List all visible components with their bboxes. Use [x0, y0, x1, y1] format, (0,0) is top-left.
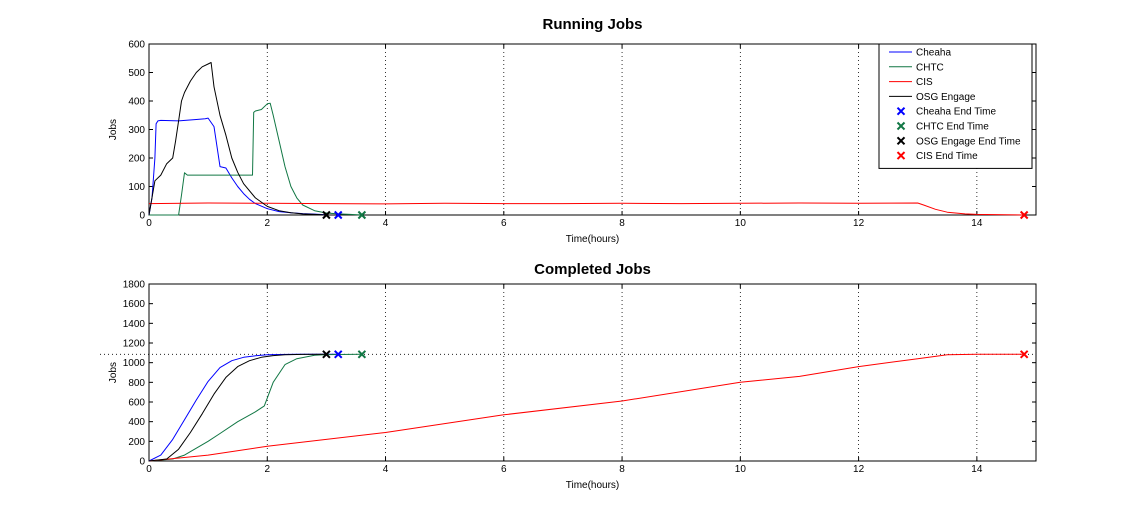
- series-line-cheaha: [148, 353, 339, 462]
- x-tick-label: 2: [264, 218, 270, 229]
- end-marker-stroke: [357, 210, 367, 220]
- x-axis-label: Time(hours): [566, 480, 620, 491]
- x-tick-label: 0: [146, 218, 152, 229]
- legend-item: Cheaha: [889, 48, 951, 59]
- legend-label: OSG Engage: [916, 92, 976, 103]
- end-marker-chtc-end-time: [357, 210, 367, 220]
- legend-label: Cheaha End Time: [916, 107, 996, 118]
- legend-swatch-x: [896, 136, 906, 146]
- x-tick-label: 14: [971, 218, 983, 229]
- x-tick-label: 10: [735, 464, 747, 475]
- y-tick-label: 200: [128, 154, 145, 165]
- x-tick-label: 0: [146, 464, 152, 475]
- y-tick-label: 1400: [123, 319, 146, 330]
- end-marker-stroke: [357, 350, 367, 359]
- end-marker-stroke: [1019, 210, 1029, 220]
- end-marker-stroke: [334, 210, 343, 220]
- legend-item: CIS: [889, 77, 933, 88]
- y-tick-label: 100: [128, 182, 145, 193]
- y-tick-label: 400: [128, 97, 145, 108]
- axes-box: [148, 283, 1037, 462]
- y-tick-label: 1600: [123, 299, 146, 310]
- legend: Cheaha CHTC CIS OSG Engage Cheaha End Time CH…: [878, 43, 1033, 169]
- x-tick-label: 12: [853, 464, 865, 475]
- series-line-chtc: [148, 353, 362, 462]
- legend-label: CIS: [916, 77, 933, 88]
- end-marker-cis-end-time: [1019, 210, 1029, 220]
- x-tick-label: 2: [264, 464, 270, 475]
- legend-item: CIS End Time: [896, 151, 978, 162]
- x-tick-label: 8: [619, 464, 625, 475]
- x-tick-label: 10: [735, 218, 747, 229]
- end-marker-cheaha-end-time: [334, 350, 343, 359]
- y-tick-label: 1000: [123, 358, 146, 369]
- legend-item: CHTC: [889, 62, 944, 73]
- x-tick-label: 8: [619, 218, 625, 229]
- x-tick-label: 6: [501, 464, 507, 475]
- x-tick-label: 14: [971, 464, 983, 475]
- legend-swatch-x: [896, 106, 906, 116]
- x-tick-label: 4: [383, 218, 389, 229]
- x-axis-label: Time(hours): [566, 234, 620, 245]
- y-tick-label: 500: [128, 68, 145, 79]
- y-tick-label: 0: [139, 211, 145, 222]
- legend-item: OSG Engage End Time: [896, 136, 1021, 147]
- y-tick-label: 600: [128, 40, 145, 51]
- legend-swatch-x: [896, 121, 906, 131]
- chart-title: Completed Jobs: [534, 261, 651, 278]
- x-tick-label: 12: [853, 218, 865, 229]
- end-marker-stroke: [322, 350, 331, 359]
- end-marker-cis-end-time: [1019, 350, 1029, 359]
- legend-swatch-x: [896, 151, 906, 160]
- y-axis-label: Jobs: [108, 362, 119, 383]
- y-tick-label: 600: [128, 398, 145, 409]
- y-tick-label: 300: [128, 125, 145, 136]
- y-tick-label: 200: [128, 437, 145, 448]
- series-line-osg-engage: [148, 62, 327, 216]
- y-tick-label: 800: [128, 378, 145, 389]
- end-marker-chtc-end-time: [357, 350, 367, 359]
- y-axis-label: Jobs: [108, 119, 119, 140]
- legend-label: Cheaha: [916, 48, 951, 59]
- legend-item: Cheaha End Time: [896, 106, 996, 118]
- legend-label: CHTC End Time: [916, 122, 989, 133]
- chart-title: Running Jobs: [543, 16, 643, 33]
- end-marker-osg-engage-end-time: [322, 350, 331, 359]
- end-marker-osg-engage-end-time: [322, 210, 331, 220]
- end-marker-stroke: [322, 210, 331, 220]
- legend-box: [878, 43, 1033, 169]
- legend-label: OSG Engage End Time: [916, 136, 1021, 147]
- end-marker-stroke: [1019, 350, 1029, 359]
- legend-item: OSG Engage: [889, 92, 976, 103]
- y-tick-label: 0: [139, 457, 145, 468]
- end-marker-cheaha-end-time: [334, 210, 343, 220]
- series-line-chtc: [149, 102, 362, 216]
- chart-panel-1: Completed Jobs 0 2 4 6 8 10 12 14 0 200 400 600 800 10…: [100, 261, 1037, 491]
- series-line-osg-engage: [148, 353, 327, 462]
- series-line-cis: [148, 202, 1025, 216]
- x-tick-label: 4: [383, 464, 389, 475]
- series-line-cis: [148, 353, 1025, 462]
- chart-panel-0: Running Jobs 0 2 4 6 8 10 12 14 0 100 200 300 400 500 6…: [108, 16, 1037, 245]
- series-line-cheaha: [148, 117, 327, 216]
- end-marker-stroke: [334, 350, 343, 359]
- y-tick-label: 1200: [123, 339, 146, 350]
- legend-label: CIS End Time: [916, 151, 978, 162]
- x-tick-label: 6: [501, 218, 507, 229]
- y-tick-label: 400: [128, 417, 145, 428]
- y-tick-label: 1800: [123, 280, 146, 291]
- legend-item: CHTC End Time: [896, 121, 989, 133]
- legend-label: CHTC: [916, 62, 944, 73]
